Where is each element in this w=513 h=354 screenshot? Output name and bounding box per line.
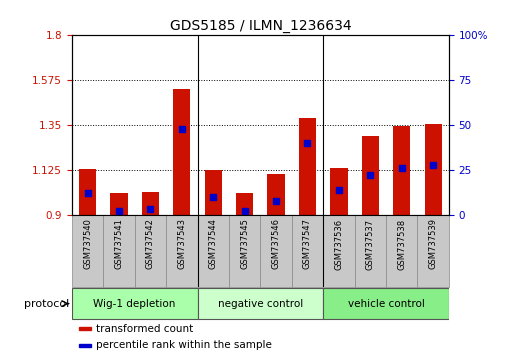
Title: GDS5185 / ILMN_1236634: GDS5185 / ILMN_1236634 [169,19,351,33]
Bar [386,215,418,287]
Bar [330,168,347,215]
Bar [72,289,198,319]
Bar [261,215,292,287]
Bar [79,169,96,215]
Bar [110,193,128,215]
Bar [299,118,316,215]
Text: negative control: negative control [218,299,303,309]
Text: GSM737539: GSM737539 [429,218,438,269]
Bar [354,215,386,287]
Bar [292,215,323,287]
Bar [229,215,261,287]
Text: Wig-1 depletion: Wig-1 depletion [93,299,176,309]
Text: transformed count: transformed count [96,324,193,334]
Bar [173,89,190,215]
Bar [142,192,159,215]
Bar [198,215,229,287]
Bar [418,215,449,287]
Text: GSM737537: GSM737537 [366,218,375,270]
Text: GSM737545: GSM737545 [240,218,249,269]
Bar [166,215,198,287]
Bar [198,289,323,319]
Bar [205,170,222,215]
Text: GSM737540: GSM737540 [83,218,92,269]
Bar [236,193,253,215]
Text: vehicle control: vehicle control [348,299,424,309]
Text: GSM737547: GSM737547 [303,218,312,269]
Bar [323,215,354,287]
Bar [323,289,449,319]
Text: GSM737541: GSM737541 [114,218,124,269]
Bar [80,327,91,330]
Bar [103,215,134,287]
Bar [267,174,285,215]
Text: GSM737538: GSM737538 [397,218,406,270]
Text: GSM737542: GSM737542 [146,218,155,269]
Bar [425,124,442,215]
Bar [362,136,379,215]
Bar [393,126,410,215]
Text: GSM737546: GSM737546 [271,218,281,269]
Text: percentile rank within the sample: percentile rank within the sample [96,340,272,350]
Text: GSM737544: GSM737544 [209,218,218,269]
Text: protocol: protocol [24,299,69,309]
Text: GSM737536: GSM737536 [334,218,343,270]
Bar [134,215,166,287]
Text: GSM737543: GSM737543 [177,218,186,269]
Bar [72,215,103,287]
Bar [80,344,91,347]
